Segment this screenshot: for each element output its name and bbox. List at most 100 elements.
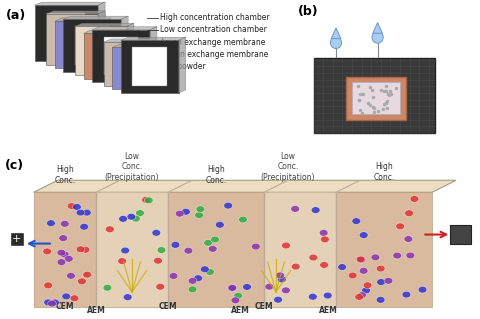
Polygon shape [98, 11, 105, 65]
Text: AEM: AEM [230, 306, 250, 315]
Ellipse shape [123, 294, 132, 300]
Ellipse shape [360, 268, 368, 274]
Text: Anion exchange membrane: Anion exchange membrane [160, 38, 265, 47]
Ellipse shape [208, 246, 217, 252]
Ellipse shape [276, 272, 285, 279]
Text: High
Conc.: High Conc. [205, 165, 227, 185]
Ellipse shape [171, 241, 180, 248]
Polygon shape [104, 18, 111, 69]
Ellipse shape [106, 226, 114, 233]
FancyBboxPatch shape [313, 58, 435, 133]
Ellipse shape [188, 286, 197, 293]
Ellipse shape [132, 215, 140, 222]
Ellipse shape [142, 197, 150, 203]
Polygon shape [46, 14, 98, 65]
Ellipse shape [196, 206, 204, 212]
Polygon shape [104, 37, 138, 76]
Ellipse shape [265, 283, 274, 290]
Ellipse shape [402, 291, 411, 298]
Polygon shape [112, 44, 163, 47]
Ellipse shape [243, 284, 252, 290]
Ellipse shape [291, 263, 300, 270]
Ellipse shape [309, 293, 317, 300]
Polygon shape [121, 41, 179, 93]
Ellipse shape [157, 247, 166, 253]
Ellipse shape [406, 252, 415, 259]
Polygon shape [150, 39, 157, 86]
Polygon shape [98, 2, 105, 62]
Ellipse shape [309, 254, 318, 261]
Polygon shape [84, 30, 140, 33]
Text: Cation exchange membrane: Cation exchange membrane [160, 50, 268, 59]
Ellipse shape [83, 209, 91, 216]
Ellipse shape [194, 275, 203, 281]
Ellipse shape [405, 210, 413, 217]
Polygon shape [264, 192, 336, 307]
Ellipse shape [330, 37, 342, 48]
Polygon shape [34, 192, 432, 307]
Text: AEM: AEM [319, 306, 338, 315]
Ellipse shape [324, 292, 332, 299]
Polygon shape [92, 30, 150, 83]
FancyBboxPatch shape [346, 77, 407, 120]
Ellipse shape [362, 287, 371, 294]
Ellipse shape [321, 236, 329, 243]
Ellipse shape [376, 297, 385, 303]
Ellipse shape [76, 209, 85, 216]
Text: High concentration chamber: High concentration chamber [160, 13, 269, 22]
Ellipse shape [43, 248, 51, 255]
Ellipse shape [357, 256, 366, 263]
Ellipse shape [80, 224, 88, 230]
Text: AEM: AEM [86, 306, 106, 315]
Text: CEM: CEM [56, 302, 74, 311]
Ellipse shape [152, 229, 161, 236]
Ellipse shape [144, 197, 153, 204]
Ellipse shape [282, 287, 290, 294]
Text: Low concentration chamber: Low concentration chamber [160, 25, 267, 34]
Ellipse shape [204, 240, 213, 246]
Ellipse shape [44, 282, 52, 289]
Ellipse shape [118, 258, 126, 264]
Polygon shape [75, 26, 109, 65]
Polygon shape [47, 13, 85, 54]
Polygon shape [75, 26, 127, 76]
Ellipse shape [72, 204, 81, 210]
Polygon shape [156, 44, 163, 89]
Ellipse shape [319, 230, 328, 236]
Ellipse shape [188, 278, 197, 284]
Text: (b): (b) [298, 5, 318, 18]
Ellipse shape [78, 278, 86, 285]
FancyBboxPatch shape [352, 82, 400, 114]
Ellipse shape [57, 259, 66, 265]
Text: Low
Conc.
(Precipitation): Low Conc. (Precipitation) [261, 152, 315, 182]
Text: (c): (c) [5, 159, 24, 172]
Polygon shape [104, 42, 150, 86]
Ellipse shape [393, 252, 401, 259]
Polygon shape [55, 18, 111, 21]
Ellipse shape [57, 249, 66, 256]
Ellipse shape [48, 300, 56, 307]
Ellipse shape [216, 221, 224, 228]
Text: (a): (a) [6, 9, 26, 22]
Ellipse shape [119, 216, 127, 222]
Ellipse shape [205, 269, 214, 275]
Ellipse shape [154, 257, 162, 264]
Ellipse shape [312, 207, 320, 213]
Ellipse shape [62, 293, 71, 300]
Text: Low
Conc.
(Precipitation): Low Conc. (Precipitation) [105, 152, 159, 182]
Ellipse shape [377, 279, 385, 286]
Polygon shape [121, 37, 186, 41]
Polygon shape [132, 47, 167, 86]
Polygon shape [336, 192, 432, 307]
Polygon shape [35, 5, 98, 62]
Ellipse shape [231, 297, 240, 304]
Ellipse shape [282, 242, 290, 249]
Ellipse shape [169, 273, 178, 279]
Text: CEM: CEM [159, 302, 177, 311]
Ellipse shape [67, 272, 75, 279]
Text: +: + [12, 234, 22, 244]
Polygon shape [150, 27, 157, 83]
Ellipse shape [76, 246, 85, 253]
Ellipse shape [127, 213, 136, 220]
Ellipse shape [384, 278, 393, 284]
